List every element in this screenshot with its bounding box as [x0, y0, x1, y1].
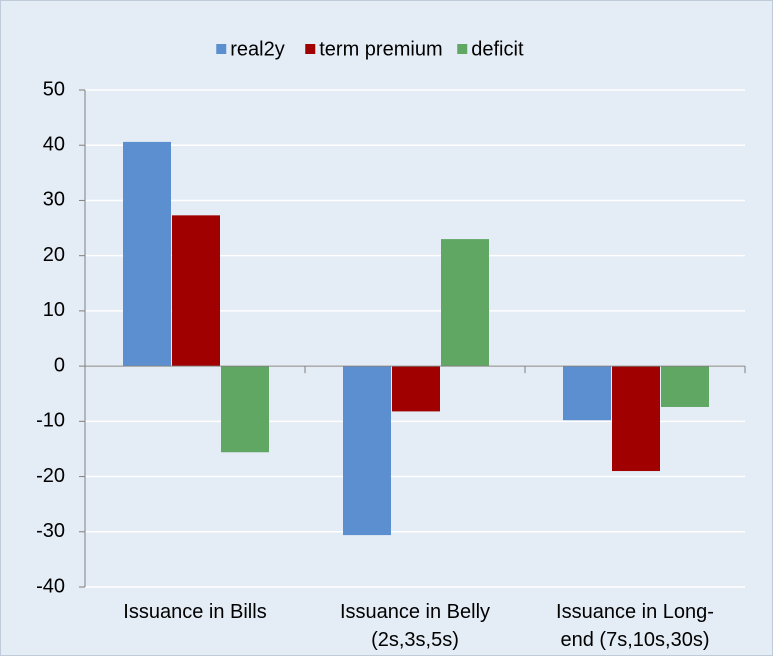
x-tick-label: Issuance in Long-end (7s,10s,30s) — [556, 601, 714, 651]
y-tick-label: -30 — [36, 520, 65, 542]
x-tick-label: Issuance in Bills — [123, 601, 266, 623]
bar — [441, 239, 489, 367]
bar — [172, 215, 220, 367]
bar — [563, 366, 611, 421]
y-tick-label: 0 — [54, 354, 65, 376]
y-tick-label: 10 — [43, 299, 65, 321]
x-tick-label-line: Issuance in Long- — [556, 601, 714, 623]
y-tick-label: -20 — [36, 465, 65, 487]
legend-label: term premium — [319, 38, 442, 60]
legend-swatch — [216, 44, 227, 54]
y-tick-label: -40 — [36, 575, 65, 597]
x-tick-label-line: end (7s,10s,30s) — [561, 629, 710, 651]
bar — [123, 141, 171, 367]
bar — [392, 366, 440, 412]
y-tick-label: -10 — [36, 410, 65, 432]
bar — [612, 366, 660, 472]
bar — [221, 366, 269, 453]
legend-swatch — [457, 44, 468, 54]
x-tick-label-line: Issuance in Bills — [123, 601, 266, 623]
legend-label: deficit — [471, 38, 524, 60]
x-tick-label: Issuance in Belly (2s,3s,5s) — [340, 601, 490, 651]
x-tick-label-line: Issuance in Belly — [340, 601, 490, 623]
legend-swatch — [305, 44, 316, 54]
y-tick-label: 40 — [43, 134, 65, 156]
y-tick-label: 50 — [43, 78, 65, 100]
x-tick-label-line: (2s,3s,5s) — [371, 629, 459, 651]
bar — [343, 366, 391, 536]
y-tick-label: 20 — [43, 244, 65, 266]
y-tick-label: 30 — [43, 189, 65, 211]
bar — [661, 366, 709, 407]
legend-label: real2y — [230, 38, 284, 60]
